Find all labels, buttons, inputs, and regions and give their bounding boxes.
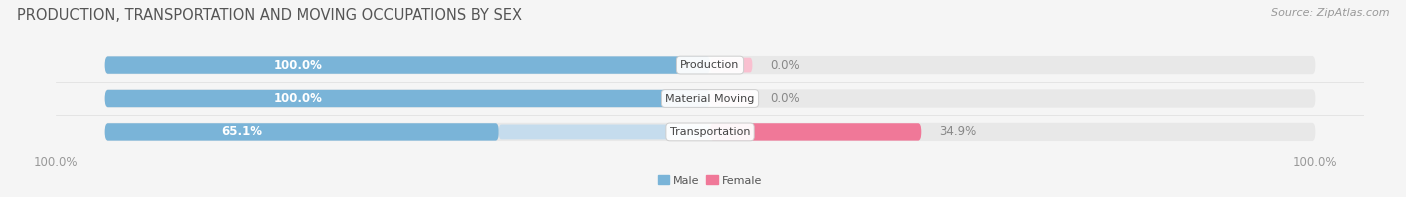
FancyBboxPatch shape [104, 90, 710, 107]
Text: 100.0%: 100.0% [274, 59, 323, 72]
FancyBboxPatch shape [499, 125, 710, 139]
Text: 0.0%: 0.0% [770, 92, 800, 105]
Text: 0.0%: 0.0% [770, 59, 800, 72]
Legend: Male, Female: Male, Female [654, 171, 766, 190]
Text: Production: Production [681, 60, 740, 70]
Text: Material Moving: Material Moving [665, 94, 755, 103]
FancyBboxPatch shape [104, 123, 499, 141]
FancyBboxPatch shape [710, 91, 752, 106]
Text: PRODUCTION, TRANSPORTATION AND MOVING OCCUPATIONS BY SEX: PRODUCTION, TRANSPORTATION AND MOVING OC… [17, 8, 522, 23]
FancyBboxPatch shape [104, 123, 1316, 141]
FancyBboxPatch shape [710, 58, 752, 72]
Text: 100.0%: 100.0% [274, 92, 323, 105]
Text: 65.1%: 65.1% [221, 125, 263, 138]
FancyBboxPatch shape [710, 123, 921, 141]
Text: Transportation: Transportation [669, 127, 751, 137]
FancyBboxPatch shape [104, 89, 1316, 108]
FancyBboxPatch shape [104, 56, 710, 74]
Text: Source: ZipAtlas.com: Source: ZipAtlas.com [1271, 8, 1389, 18]
Text: 34.9%: 34.9% [939, 125, 977, 138]
FancyBboxPatch shape [104, 56, 1316, 74]
